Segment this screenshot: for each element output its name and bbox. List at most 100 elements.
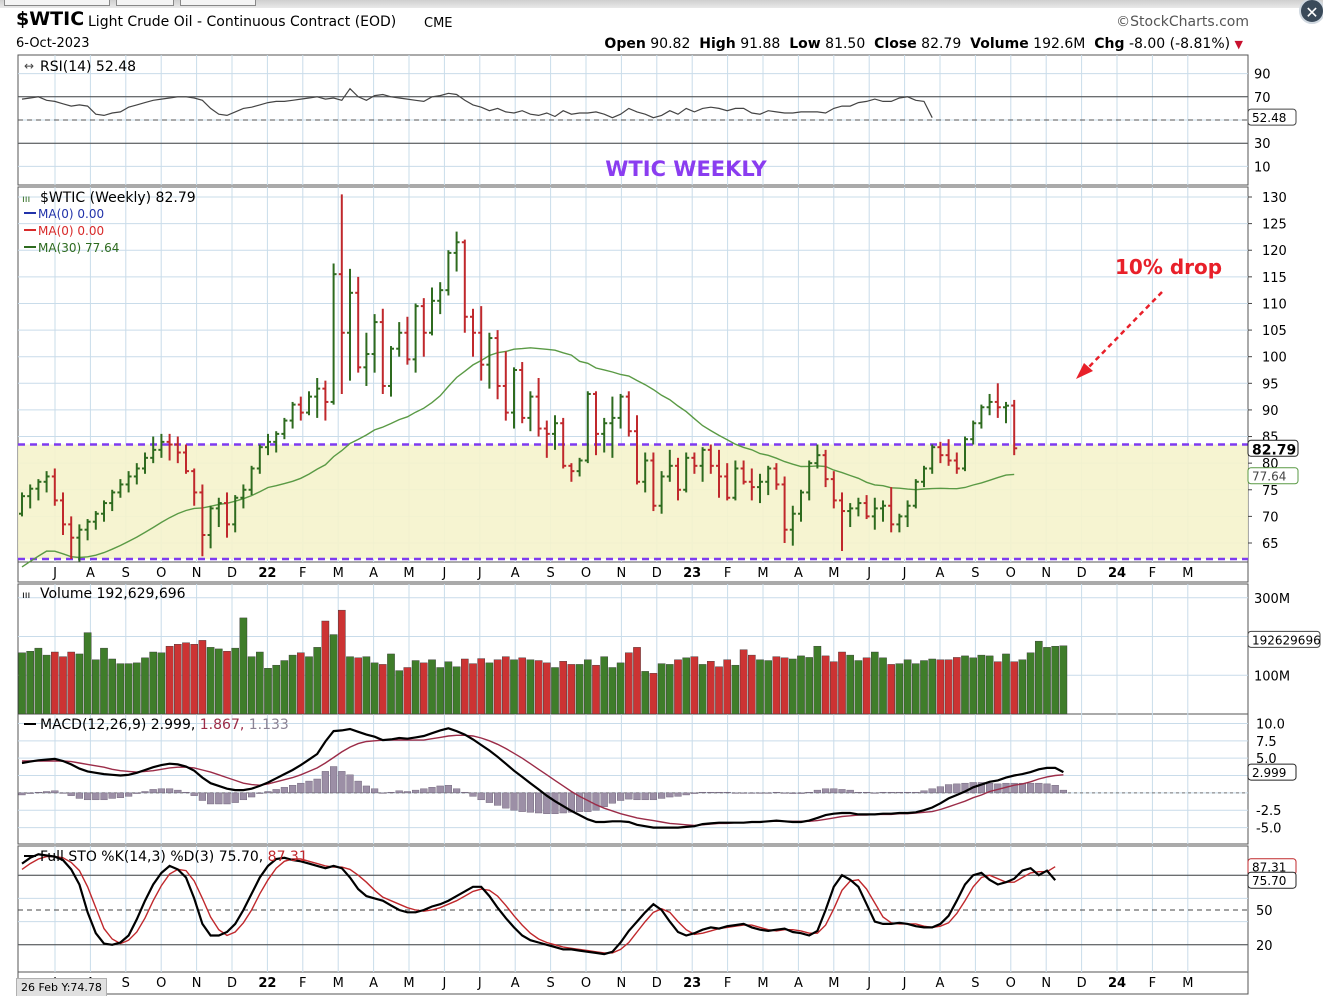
volume-bar <box>707 661 715 715</box>
x-axis-label: O <box>581 566 591 581</box>
volume-bar <box>871 651 879 715</box>
x-axis-label: S <box>122 566 130 581</box>
macd-histogram-bar <box>206 792 215 805</box>
macd-histogram-bar <box>764 792 772 794</box>
volume-bar <box>206 647 215 715</box>
volume-bar <box>379 664 387 715</box>
toolbar-field[interactable] <box>116 0 174 6</box>
macd-histogram-bar <box>141 791 149 794</box>
ohlc-bar <box>994 383 1001 418</box>
macd-histogram-bar <box>977 782 986 794</box>
ohlc-bar <box>863 495 870 520</box>
x-axis-label-bottom: N <box>1041 976 1051 991</box>
ohlc-bar <box>970 420 977 445</box>
macd-histogram-bar <box>51 790 59 794</box>
ohlc-bar <box>675 457 681 501</box>
x-axis-label-bottom: J <box>441 976 446 991</box>
ohlc-bar <box>535 377 542 437</box>
macd-legend-signal: 1.867, <box>200 717 249 733</box>
macd-histogram-bar <box>67 792 75 796</box>
x-axis-label: D <box>227 566 237 581</box>
volume-bar <box>149 651 158 715</box>
ohlc-bar <box>43 471 50 493</box>
volume-bar <box>731 664 740 715</box>
ohlc-bar <box>265 433 271 456</box>
ohlc-bar <box>19 492 25 517</box>
volume-bar <box>91 659 100 715</box>
macd-histogram-bar <box>297 782 305 794</box>
macd-histogram-bar <box>83 792 92 801</box>
ohlc-bar <box>494 330 501 400</box>
ohlc-bar <box>125 471 132 493</box>
toolbar-field[interactable] <box>4 0 110 6</box>
macd-histogram-bar <box>510 792 518 811</box>
volume-bar <box>748 654 756 715</box>
x-axis-label-bottom: N <box>617 976 627 991</box>
ohlc-bar <box>256 444 263 474</box>
x-axis-label-bottom: D <box>652 976 662 991</box>
toolbar-field[interactable] <box>180 0 256 6</box>
x-axis-label: N <box>1041 566 1051 581</box>
macd-histogram-bar <box>740 792 748 794</box>
last-close-box <box>1247 439 1299 457</box>
macd-histogram-bar <box>1026 782 1035 794</box>
volume-bar <box>100 647 108 715</box>
x-axis-label: J <box>902 566 907 581</box>
close-icon[interactable]: ✕ <box>1299 0 1323 24</box>
close-value: 82.79 <box>921 36 962 52</box>
x-axis-label: J <box>866 566 871 581</box>
stochastic-d-value-label: 87.31 <box>1252 861 1286 875</box>
ohlc-bar <box>248 465 255 496</box>
volume-bar <box>1043 647 1051 715</box>
stochastic-legend-label: Full STO %K(14,3) %D(3) 75.70, 87.31 <box>40 849 308 865</box>
ohlc-bar <box>60 492 66 536</box>
ohlc-bar <box>904 500 911 528</box>
low-label: Low <box>789 36 821 52</box>
x-axis-label-bottom: M <box>333 976 344 991</box>
ma30-value-label: 77.64 <box>1252 470 1286 484</box>
macd-histogram-bar <box>781 792 789 794</box>
macd-histogram-bar <box>18 792 26 796</box>
x-axis-label: M <box>333 566 344 581</box>
ohlc-bar <box>945 439 952 466</box>
volume-tick-label: 100M <box>1254 669 1290 684</box>
volume-bar <box>879 657 887 715</box>
change-value: -8.00 (-8.81%) <box>1128 36 1231 52</box>
macd-histogram-bar <box>305 780 313 794</box>
volume-bar <box>944 659 953 715</box>
x-axis-label-bottom: M <box>757 976 768 991</box>
ohlc-bar <box>978 404 985 429</box>
ohlc-bar <box>191 468 198 506</box>
volume-bar <box>1018 659 1027 715</box>
macd-line <box>21 727 1064 829</box>
volume-bar <box>985 655 994 715</box>
volume-bar <box>887 664 895 715</box>
close-label: Close <box>874 36 917 52</box>
macd-histogram-bar <box>649 792 658 801</box>
ohlc-bar <box>912 479 919 509</box>
volume-bar <box>387 653 395 715</box>
macd-histogram-bar <box>756 792 764 794</box>
macd-histogram-bar <box>920 790 928 794</box>
macd-histogram-bar <box>986 782 994 794</box>
x-axis-label-bottom: 24 <box>1108 976 1126 991</box>
ohlc-bar <box>174 436 181 464</box>
volume-bar <box>575 664 584 715</box>
volume-bar <box>518 657 526 715</box>
ohlc-bar <box>839 492 845 551</box>
volume-bar <box>830 661 838 715</box>
macd-histogram-bar <box>247 792 256 798</box>
volume-bar <box>510 659 518 715</box>
volume-bar <box>1002 653 1010 715</box>
ohlc-bar <box>478 306 485 381</box>
volume-bar <box>641 671 649 715</box>
macd-histogram-bar <box>912 791 920 794</box>
volume-bar <box>797 655 805 715</box>
volume-bar <box>789 658 797 715</box>
volume-bar <box>485 662 494 715</box>
high-value: 91.88 <box>740 36 781 52</box>
volume-bar <box>75 653 84 715</box>
macd-histogram-bar <box>863 791 871 794</box>
ohlc-bar <box>379 308 386 394</box>
ohlc-bar <box>502 351 509 421</box>
